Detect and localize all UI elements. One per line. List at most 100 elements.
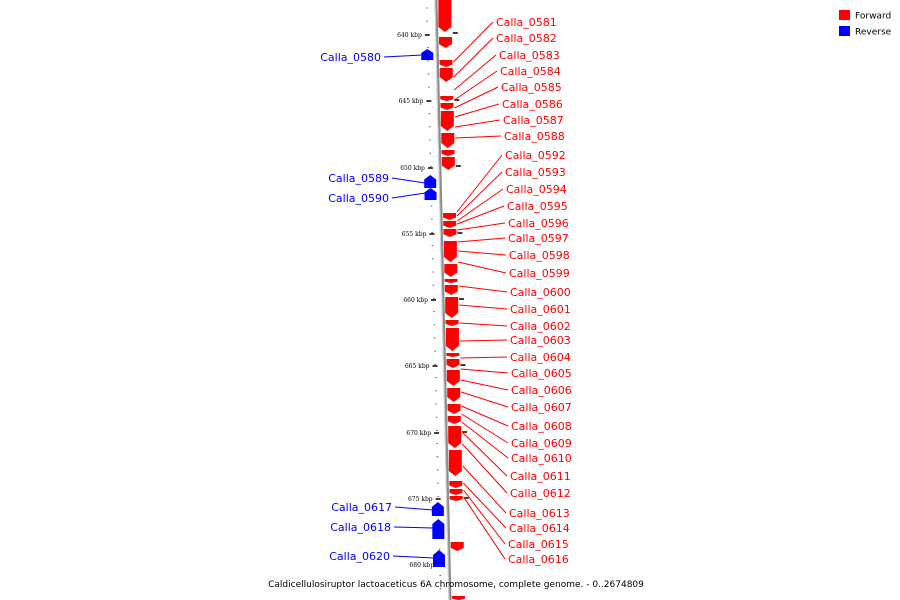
forward-gene-label: Calla_0607 <box>511 401 572 414</box>
forward-gene-label: Calla_0598 <box>509 249 570 262</box>
kbp-tick-label: 655 kbp <box>402 231 427 238</box>
forward-gene-label: Calla_0588 <box>504 130 565 143</box>
reverse-leader-line <box>391 177 426 184</box>
forward-leader-line <box>457 205 505 225</box>
reverse-gene-block <box>424 175 437 188</box>
forward-leader-line <box>454 86 499 109</box>
forward-leader-line <box>456 188 504 222</box>
forward-gene-label: Calla_0609 <box>511 437 572 450</box>
forward-gene-label: Calla_0582 <box>496 32 557 45</box>
forward-gene-block <box>449 481 463 488</box>
legend-reverse-label: Reverse <box>855 28 892 38</box>
forward-gene-block <box>445 320 459 326</box>
forward-leader-line <box>454 119 501 128</box>
forward-leader-line <box>456 154 503 213</box>
forward-leader-line <box>457 222 506 231</box>
forward-gene-label: Calla_0612 <box>510 487 571 500</box>
forward-leader-line <box>453 21 494 63</box>
forward-gene-block <box>441 150 455 156</box>
reverse-gene-label: Calla_0618 <box>330 521 391 534</box>
forward-gene-label: Calla_0616 <box>508 553 569 566</box>
reverse-leader-line <box>394 506 433 511</box>
forward-gene-label: Calla_0587 <box>503 114 564 127</box>
forward-gene-label: Calla_0605 <box>511 367 572 380</box>
forward-gene-block <box>444 285 458 295</box>
forward-leader-line <box>461 413 509 444</box>
forward-gene-block <box>448 426 462 448</box>
kbp-tick-label: 660 kbp <box>403 297 428 304</box>
forward-gene-label: Calla_0594 <box>506 183 567 196</box>
kbp-tick-label: 645 kbp <box>399 98 424 105</box>
forward-leader-line <box>458 285 508 293</box>
reverse-leader-line <box>391 192 426 199</box>
forward-gene-label: Calla_0610 <box>511 452 572 465</box>
forward-gene-block <box>440 96 454 101</box>
backbone-line <box>434 0 452 600</box>
reverse-gene-block <box>431 502 444 516</box>
forward-gene-block <box>446 370 460 386</box>
legend: Forward Reverse <box>839 10 892 38</box>
forward-gene-block <box>450 542 464 551</box>
forward-gene-block <box>451 596 465 600</box>
forward-gene-label: Calla_0592 <box>505 149 566 162</box>
reverse-gene-label: Calla_0620 <box>329 550 390 563</box>
forward-gene-label: Calla_0604 <box>510 351 571 364</box>
forward-gene-label: Calla_0583 <box>499 49 560 62</box>
reverse-gene-block <box>421 49 434 60</box>
legend-reverse-swatch <box>839 26 850 36</box>
forward-gene-label: Calla_0600 <box>510 286 571 299</box>
reverse-gene-block <box>433 550 446 567</box>
forward-gene-label: Calla_0586 <box>502 98 563 111</box>
forward-gene-block <box>449 496 463 501</box>
backbone-highlight <box>434 0 450 600</box>
forward-gene-block <box>441 133 455 148</box>
forward-gene-label: Calla_0601 <box>510 303 571 316</box>
forward-gene-block <box>443 213 457 220</box>
forward-leader-line <box>460 368 509 374</box>
legend-forward-swatch <box>839 10 850 20</box>
forward-gene-block <box>446 353 460 357</box>
chromosome-backbone <box>434 0 452 600</box>
gene-labels: Calla_0581 Calla_0582 Calla_0583 Calla_0584… <box>320 16 572 566</box>
forward-leader-line <box>460 391 509 408</box>
gene-blocks <box>421 0 465 600</box>
forward-leader-line <box>461 431 508 477</box>
forward-gene-block <box>445 297 459 318</box>
forward-gene-label: Calla_0608 <box>511 420 572 433</box>
forward-leader-line <box>458 261 507 274</box>
forward-leader-line <box>462 465 507 514</box>
forward-gene-label: Calla_0593 <box>505 166 566 179</box>
reverse-gene-label: Calla_0580 <box>320 51 381 64</box>
forward-gene-block <box>438 0 452 32</box>
forward-leader-line <box>463 489 506 545</box>
kbp-tick-label: 665 kbp <box>405 363 430 370</box>
forward-gene-label: Calla_0614 <box>509 522 570 535</box>
reverse-leader-line <box>392 555 435 559</box>
forward-leader-line <box>460 379 509 391</box>
forward-gene-block <box>446 359 460 368</box>
forward-gene-block <box>447 388 461 402</box>
reverse-gene-label: Calla_0617 <box>331 501 392 514</box>
forward-leader-line <box>459 322 508 327</box>
forward-gene-label: Calla_0615 <box>508 538 569 551</box>
forward-leader-line <box>461 405 509 427</box>
forward-gene-block <box>439 60 453 67</box>
reverse-leader-line <box>383 54 423 58</box>
forward-leader-line <box>461 421 509 459</box>
forward-gene-label: Calla_0613 <box>509 507 570 520</box>
forward-gene-block <box>448 450 462 476</box>
forward-gene-block <box>447 416 461 424</box>
forward-gene-label: Calla_0584 <box>500 65 561 78</box>
forward-gene-label: Calla_0606 <box>511 384 572 397</box>
genome-caption: Caldicellulosiruptor lactoaceticus 6A ch… <box>268 580 644 590</box>
forward-leader-line <box>463 496 506 560</box>
kbp-tick-label: 640 kbp <box>397 32 422 39</box>
forward-leader-line <box>453 37 494 78</box>
kbp-tick-label: 670 kbp <box>406 430 431 437</box>
forward-gene-label: Calla_0595 <box>507 200 568 213</box>
forward-gene-block <box>447 404 461 414</box>
forward-gene-block <box>441 157 455 170</box>
forward-gene-block <box>443 221 457 228</box>
forward-gene-block <box>439 68 453 82</box>
